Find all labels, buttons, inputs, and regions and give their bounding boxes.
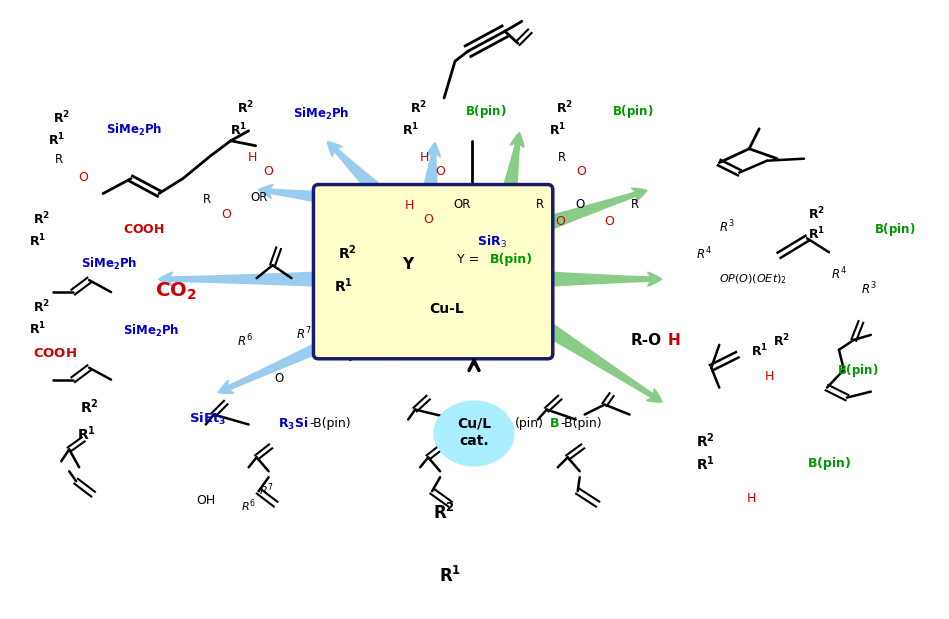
Text: Cu-L: Cu-L: [430, 302, 464, 316]
Text: $R^6$: $R^6$: [237, 332, 252, 349]
Text: $\mathbf{SiMe_2Ph}$: $\mathbf{SiMe_2Ph}$: [292, 106, 349, 122]
Text: $R^6$: $R^6$: [241, 498, 255, 514]
Text: $\mathbf{CO_2}$: $\mathbf{CO_2}$: [155, 280, 196, 301]
Text: O: O: [436, 165, 445, 178]
Text: R: R: [558, 151, 566, 164]
Text: $\mathbf{SiMe_2Ph}$: $\mathbf{SiMe_2Ph}$: [106, 122, 162, 138]
Text: $\mathbf{R^1}$: $\mathbf{R^1}$: [809, 226, 826, 243]
Text: SiR$_3$: SiR$_3$: [477, 234, 507, 250]
Text: R: R: [203, 193, 211, 206]
Text: $\mathbf{R^1}$: $\mathbf{R^1}$: [29, 233, 47, 249]
Text: $\mathbf{R^1}$: $\mathbf{R^1}$: [29, 321, 47, 337]
Text: R: R: [55, 153, 64, 166]
Text: R: R: [536, 198, 544, 211]
Text: Y: Y: [401, 257, 413, 272]
Text: $\mathbf{R_3Si}$: $\mathbf{R_3Si}$: [278, 415, 308, 431]
Text: $R^7$: $R^7$: [295, 326, 311, 342]
Text: H: H: [404, 199, 414, 212]
Text: O: O: [555, 215, 565, 228]
Text: $\mathbf{R^1}$: $\mathbf{R^1}$: [401, 121, 419, 138]
Text: cat.: cat.: [459, 435, 489, 448]
Text: H: H: [747, 491, 755, 504]
Text: $\mathbf{COOH}$: $\mathbf{COOH}$: [33, 347, 78, 360]
Text: $\mathbf{R^1}$: $\mathbf{R^1}$: [77, 424, 96, 443]
Text: $\mathbf{R^1}$: $\mathbf{R^1}$: [439, 566, 461, 586]
Text: $\mathbf{R^1}$: $\mathbf{R^1}$: [751, 342, 768, 359]
Text: $OP(O)(OEt)_2$: $OP(O)(OEt)_2$: [719, 272, 788, 286]
Text: O: O: [264, 165, 273, 178]
Text: $\mathbf{R^2}$: $\mathbf{R^2}$: [338, 243, 357, 262]
Text: $\mathbf{R^2}$: $\mathbf{R^2}$: [696, 431, 715, 450]
Text: H: H: [765, 370, 773, 383]
Ellipse shape: [434, 401, 514, 465]
Text: O: O: [575, 198, 585, 211]
Text: $\mathbf{R^2}$: $\mathbf{R^2}$: [772, 332, 790, 349]
Text: $\mathbf{B}$: $\mathbf{B}$: [549, 417, 559, 430]
Text: $R^4$: $R^4$: [697, 246, 712, 262]
Text: H: H: [667, 334, 680, 348]
Text: $\mathbf{B(pin)}$: $\mathbf{B(pin)}$: [874, 221, 916, 238]
Text: $\mathbf{R^2}$: $\mathbf{R^2}$: [33, 211, 50, 228]
Text: $\mathbf{COOH}$: $\mathbf{COOH}$: [123, 223, 165, 236]
Text: R: R: [630, 198, 639, 211]
Text: $\mathbf{R^1}$: $\mathbf{R^1}$: [47, 131, 65, 148]
Text: H: H: [419, 151, 429, 164]
Text: $\mathbf{R^2}$: $\mathbf{R^2}$: [33, 299, 50, 315]
Text: $\mathbf{R^1}$: $\mathbf{R^1}$: [549, 121, 567, 138]
Text: (pin): (pin): [514, 417, 544, 430]
Text: $\mathbf{R^2}$: $\mathbf{R^2}$: [80, 397, 99, 416]
Text: $\mathbf{R^1}$: $\mathbf{R^1}$: [696, 454, 715, 473]
Text: $\mathbf{R^2}$: $\mathbf{R^2}$: [433, 503, 456, 523]
Text: $R^7$: $R^7$: [259, 482, 273, 498]
FancyBboxPatch shape: [313, 184, 552, 359]
Text: R-O: R-O: [630, 334, 661, 348]
Text: -B(pin): -B(pin): [309, 417, 351, 430]
Text: $\mathbf{R^2}$: $\mathbf{R^2}$: [237, 100, 254, 116]
Text: B(pin): B(pin): [490, 253, 533, 266]
Text: $\mathbf{B(pin)}$: $\mathbf{B(pin)}$: [837, 362, 879, 379]
Text: H: H: [248, 151, 257, 164]
Text: OR: OR: [454, 198, 471, 211]
Text: $\mathbf{R^2}$: $\mathbf{R^2}$: [52, 110, 70, 126]
Text: $\mathbf{R^1}$: $\mathbf{R^1}$: [334, 277, 353, 295]
Text: -B(pin): -B(pin): [561, 417, 603, 430]
Text: Y =: Y =: [457, 253, 483, 266]
Text: $\mathbf{B(pin)}$: $\mathbf{B(pin)}$: [465, 103, 507, 120]
Text: O: O: [577, 165, 586, 178]
Text: $R^3$: $R^3$: [861, 281, 877, 297]
Text: $\mathbf{R^2}$: $\mathbf{R^2}$: [410, 100, 427, 116]
Text: $\mathbf{B(pin)}$: $\mathbf{B(pin)}$: [611, 103, 653, 120]
Text: $\mathbf{R^2}$: $\mathbf{R^2}$: [809, 206, 826, 223]
Text: O: O: [78, 171, 88, 184]
Text: $\mathbf{B(pin)}$: $\mathbf{B(pin)}$: [807, 455, 851, 472]
Text: $\mathbf{R^2}$: $\mathbf{R^2}$: [556, 100, 573, 116]
Text: O: O: [423, 213, 433, 226]
Text: $R^3$: $R^3$: [719, 219, 735, 236]
Text: O: O: [221, 208, 231, 221]
Text: O: O: [605, 215, 615, 228]
Text: $\mathbf{SiEt_3}$: $\mathbf{SiEt_3}$: [189, 410, 226, 426]
Text: OR: OR: [250, 191, 268, 204]
Text: $\mathbf{SiMe_2Ph}$: $\mathbf{SiMe_2Ph}$: [123, 323, 179, 339]
Text: Cu/L: Cu/L: [456, 417, 491, 430]
Text: OH: OH: [195, 493, 215, 506]
Text: $\mathbf{R^1}$: $\mathbf{R^1}$: [230, 121, 248, 138]
Text: O: O: [274, 372, 283, 385]
Text: $R^4$: $R^4$: [831, 266, 847, 282]
Text: $\mathbf{SiMe_2Ph}$: $\mathbf{SiMe_2Ph}$: [82, 256, 138, 272]
